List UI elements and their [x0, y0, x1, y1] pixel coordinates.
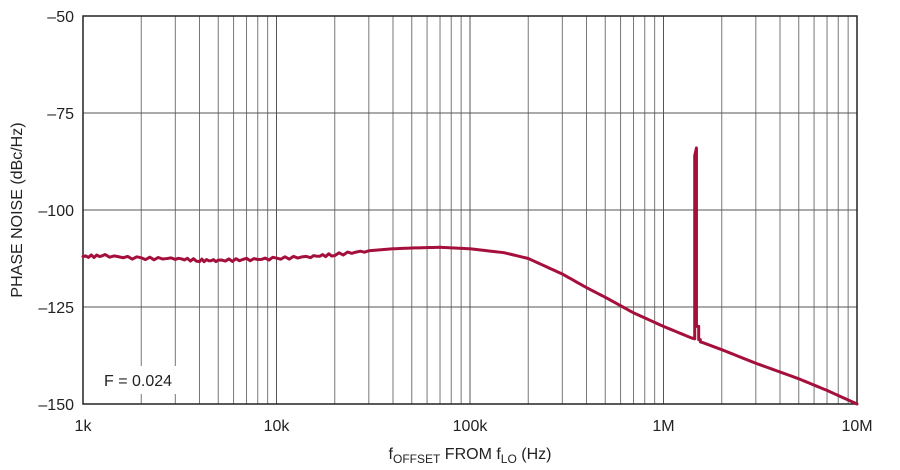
tick-labels: 1k 10k 100k 1M 10M –50 –75 –100 –125 –150	[38, 9, 872, 435]
x-title-prefix: f	[389, 446, 394, 463]
annotation-f-value: F = 0.024	[104, 373, 172, 390]
x-axis-title: fOFFSET FROM fLO (Hz)	[389, 446, 552, 466]
x-title-sub-lo: LO	[501, 452, 517, 466]
plot-area-frame	[82, 15, 858, 405]
x-title-suffix: (Hz)	[517, 446, 552, 463]
x-tick-label: 100k	[453, 418, 489, 435]
y-tick-label: –100	[38, 203, 74, 220]
x-title-sub-offset: OFFSET	[393, 452, 441, 466]
x-tick-label: 10M	[841, 418, 872, 435]
phase-noise-series-line	[81, 146, 859, 406]
y-tick-label: –125	[38, 300, 74, 317]
annotation-background	[96, 366, 188, 394]
y-tick-label: –75	[47, 106, 74, 123]
x-tick-label: 1k	[75, 418, 93, 435]
x-title-middle: FROM f	[440, 446, 501, 463]
y-tick-label: –150	[38, 397, 74, 414]
y-axis-title: PHASE NOISE (dBc/Hz)	[9, 122, 26, 297]
x-tick-label: 1M	[652, 418, 674, 435]
grid	[83, 16, 857, 404]
x-tick-label: 10k	[264, 418, 291, 435]
y-tick-label: –50	[47, 9, 74, 26]
